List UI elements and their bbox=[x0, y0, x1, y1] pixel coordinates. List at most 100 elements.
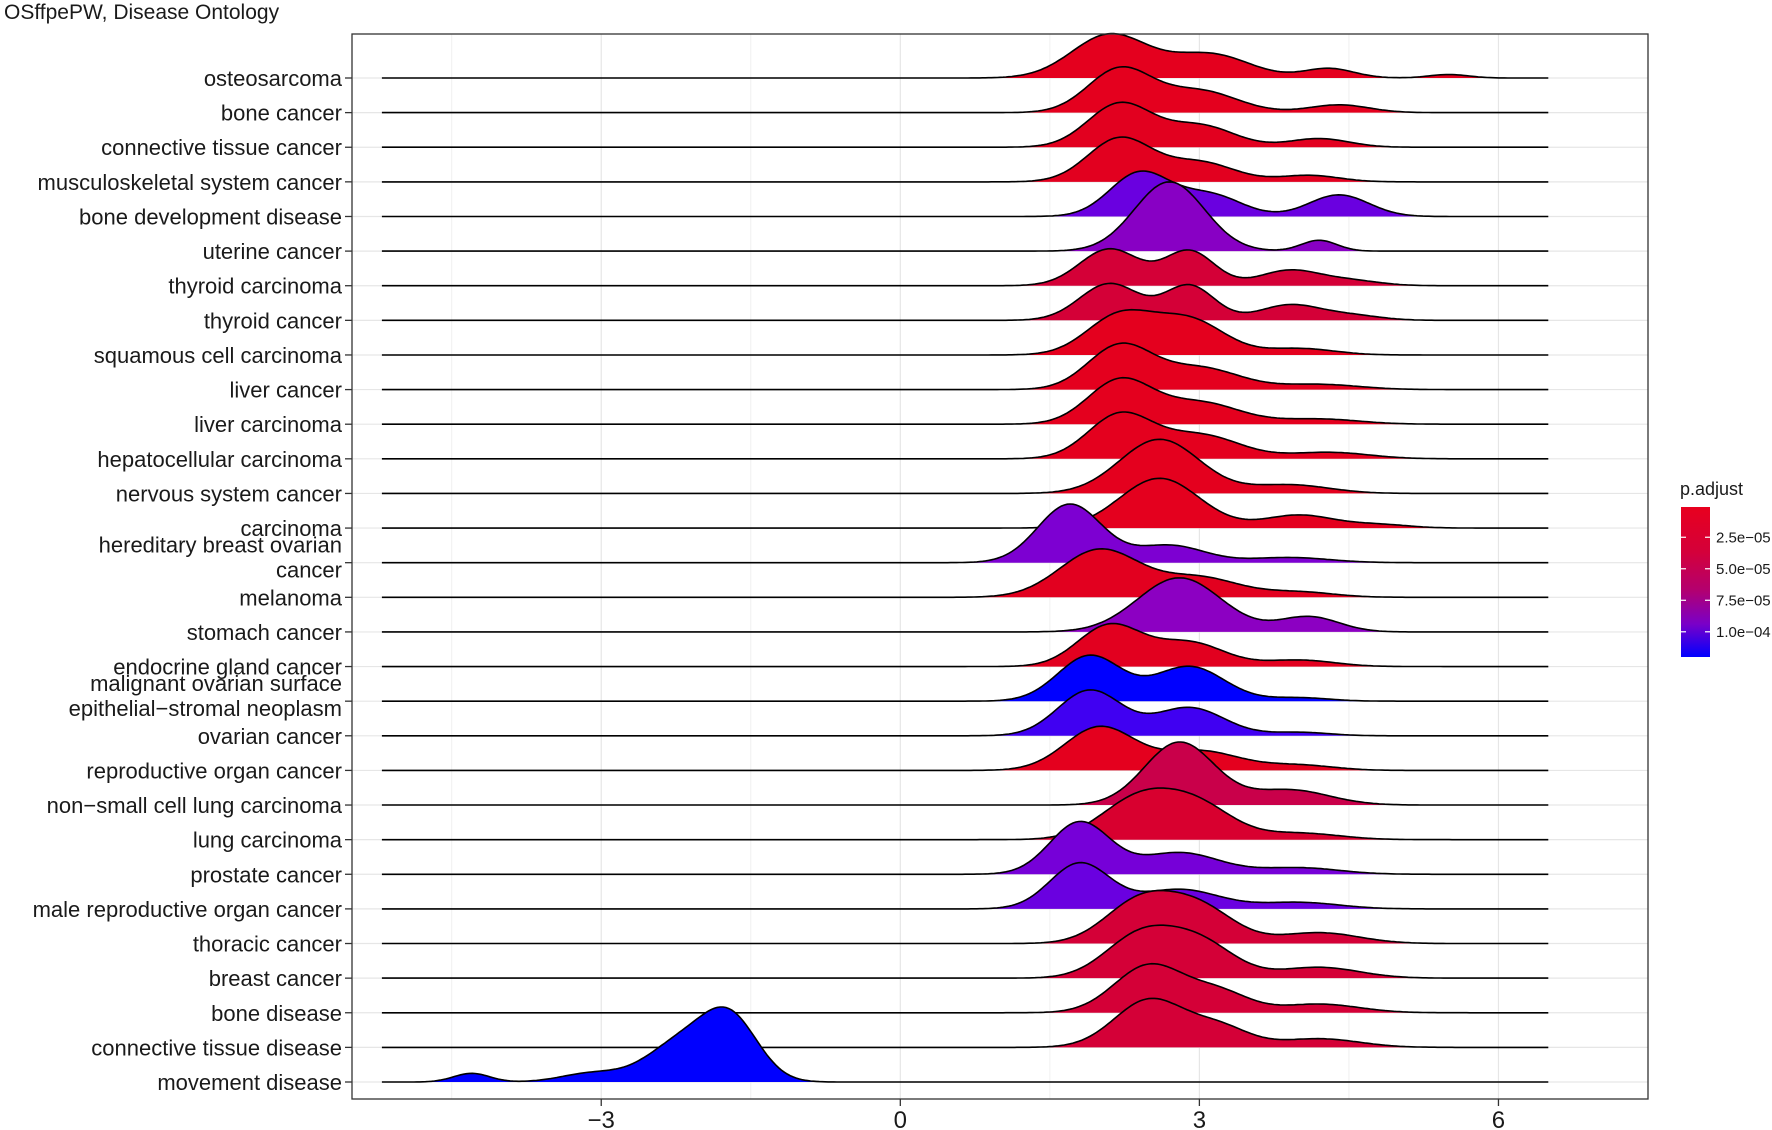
ridge-6 bbox=[381, 247, 1549, 287]
legend: p.adjust 2.5e−05 5.0e−05 7.5e−05 1.0e−04 bbox=[1680, 479, 1771, 657]
ridge-outline bbox=[381, 376, 1549, 425]
ridge-18 bbox=[381, 654, 1549, 702]
ridge-outline bbox=[381, 282, 1549, 322]
legend-tick-label: 7.5e−05 bbox=[1716, 592, 1771, 609]
ridge-outline bbox=[381, 170, 1549, 218]
y-tick-label: liver carcinoma bbox=[194, 412, 343, 437]
x-tick-label: −3 bbox=[588, 1107, 615, 1130]
legend-colorbar bbox=[1681, 507, 1710, 657]
chart-title: OSffpePW, Disease Ontology bbox=[4, 1, 280, 24]
x-tick-label: 6 bbox=[1492, 1107, 1505, 1130]
y-tick-label: hereditary breast ovarian bbox=[99, 533, 342, 558]
ridge-outline bbox=[381, 547, 1549, 599]
y-tick-label: male reproductive organ cancer bbox=[33, 897, 342, 922]
ridge-13 bbox=[381, 477, 1549, 529]
ridge-outline bbox=[381, 66, 1549, 114]
y-tick-label: movement disease bbox=[157, 1070, 342, 1095]
ridge-20 bbox=[381, 725, 1549, 772]
y-tick-label: connective tissue disease bbox=[91, 1035, 342, 1060]
legend-tick-label: 2.5e−05 bbox=[1716, 529, 1771, 546]
x-tick-label: 3 bbox=[1193, 1107, 1206, 1130]
ridge-5 bbox=[381, 181, 1549, 252]
y-tick-label: carcinoma bbox=[241, 516, 343, 541]
ridge-17 bbox=[381, 622, 1549, 668]
ridge-11 bbox=[381, 411, 1549, 460]
ridge-outline bbox=[381, 32, 1549, 79]
ridge-24 bbox=[381, 861, 1549, 910]
y-tick-label: prostate cancer bbox=[190, 862, 342, 887]
ridge-outline bbox=[381, 820, 1549, 876]
y-tick-label: liver cancer bbox=[230, 378, 342, 403]
y-tick-label: musculoskeletal system cancer bbox=[38, 170, 342, 195]
ridge-28 bbox=[381, 997, 1549, 1049]
y-tick-label: thoracic cancer bbox=[193, 932, 342, 957]
y-tick-label: bone cancer bbox=[221, 101, 342, 126]
ridge-outline bbox=[381, 1006, 1549, 1083]
ridge-outline bbox=[381, 342, 1549, 391]
ridge-26 bbox=[381, 924, 1549, 979]
ridge-outline bbox=[381, 247, 1549, 287]
y-axis-labels: osteosarcoma bone cancer connective tissue… bbox=[33, 66, 352, 1095]
ridge-27 bbox=[381, 962, 1549, 1014]
ridge-outline bbox=[381, 889, 1549, 945]
ridge-outline bbox=[381, 438, 1549, 495]
ridge-outline bbox=[381, 136, 1549, 183]
y-tick-label: breast cancer bbox=[209, 966, 342, 991]
y-tick-label: squamous cell carcinoma bbox=[94, 343, 343, 368]
y-tick-label: uterine cancer bbox=[203, 239, 342, 264]
y-tick-label: thyroid carcinoma bbox=[168, 274, 342, 299]
legend-tick-label: 5.0e−05 bbox=[1716, 561, 1771, 578]
ridge-29 bbox=[381, 1006, 1549, 1083]
ridge-outline bbox=[381, 741, 1549, 806]
ridge-8 bbox=[381, 308, 1549, 356]
ridge-outline bbox=[381, 924, 1549, 979]
ridge-outline bbox=[381, 654, 1549, 702]
ridge-12 bbox=[381, 438, 1549, 495]
y-tick-label: malignant ovarian surface bbox=[90, 671, 342, 696]
ridge-15 bbox=[381, 547, 1549, 599]
ridge-outline bbox=[381, 577, 1549, 633]
ridges bbox=[381, 32, 1549, 1083]
ridge-7 bbox=[381, 282, 1549, 322]
y-tick-label: reproductive organ cancer bbox=[86, 758, 342, 783]
y-tick-label: epithelial−stromal neoplasm bbox=[69, 696, 342, 721]
ridge-22 bbox=[381, 787, 1549, 841]
ridge-outline bbox=[381, 962, 1549, 1014]
ridge-outline bbox=[381, 787, 1549, 841]
ridge-10 bbox=[381, 376, 1549, 425]
y-tick-label: hepatocellular carcinoma bbox=[97, 447, 342, 472]
ridge-outline bbox=[381, 725, 1549, 772]
y-tick-label: ovarian cancer bbox=[198, 724, 342, 749]
plot-panel bbox=[352, 34, 1648, 1099]
y-tick-label: thyroid cancer bbox=[204, 308, 342, 333]
ridge-23 bbox=[381, 820, 1549, 876]
ridge-outline bbox=[381, 477, 1549, 529]
ridge-0 bbox=[381, 32, 1549, 79]
ridge-1 bbox=[381, 66, 1549, 114]
legend-title: p.adjust bbox=[1680, 479, 1743, 499]
ridge-outline bbox=[381, 622, 1549, 668]
ridge-25 bbox=[381, 889, 1549, 945]
ridge-outline bbox=[381, 411, 1549, 460]
ridge-outline bbox=[381, 861, 1549, 910]
y-tick-label: osteosarcoma bbox=[204, 66, 343, 91]
y-tick-label: bone disease bbox=[211, 1001, 342, 1026]
ridge-outline bbox=[381, 101, 1549, 148]
ridge-16 bbox=[381, 577, 1549, 633]
ridge-outline bbox=[381, 997, 1549, 1049]
x-tick-label: 0 bbox=[894, 1107, 907, 1130]
y-tick-label: melanoma bbox=[239, 585, 342, 610]
y-tick-label: endocrine gland cancer bbox=[113, 655, 342, 680]
x-axis-ticks: −3 0 3 6 bbox=[588, 1099, 1505, 1130]
ridge-fill bbox=[381, 1007, 1549, 1082]
ridge-14 bbox=[381, 503, 1549, 564]
y-tick-label: bone development disease bbox=[79, 204, 342, 229]
y-tick-label: connective tissue cancer bbox=[101, 135, 342, 160]
ridge-outline bbox=[381, 503, 1549, 564]
y-tick-label: lung carcinoma bbox=[193, 828, 343, 853]
ridge-21 bbox=[381, 741, 1549, 806]
ridge-3 bbox=[381, 136, 1549, 183]
y-tick-label: nervous system cancer bbox=[116, 481, 342, 506]
ridge-outline bbox=[381, 181, 1549, 252]
